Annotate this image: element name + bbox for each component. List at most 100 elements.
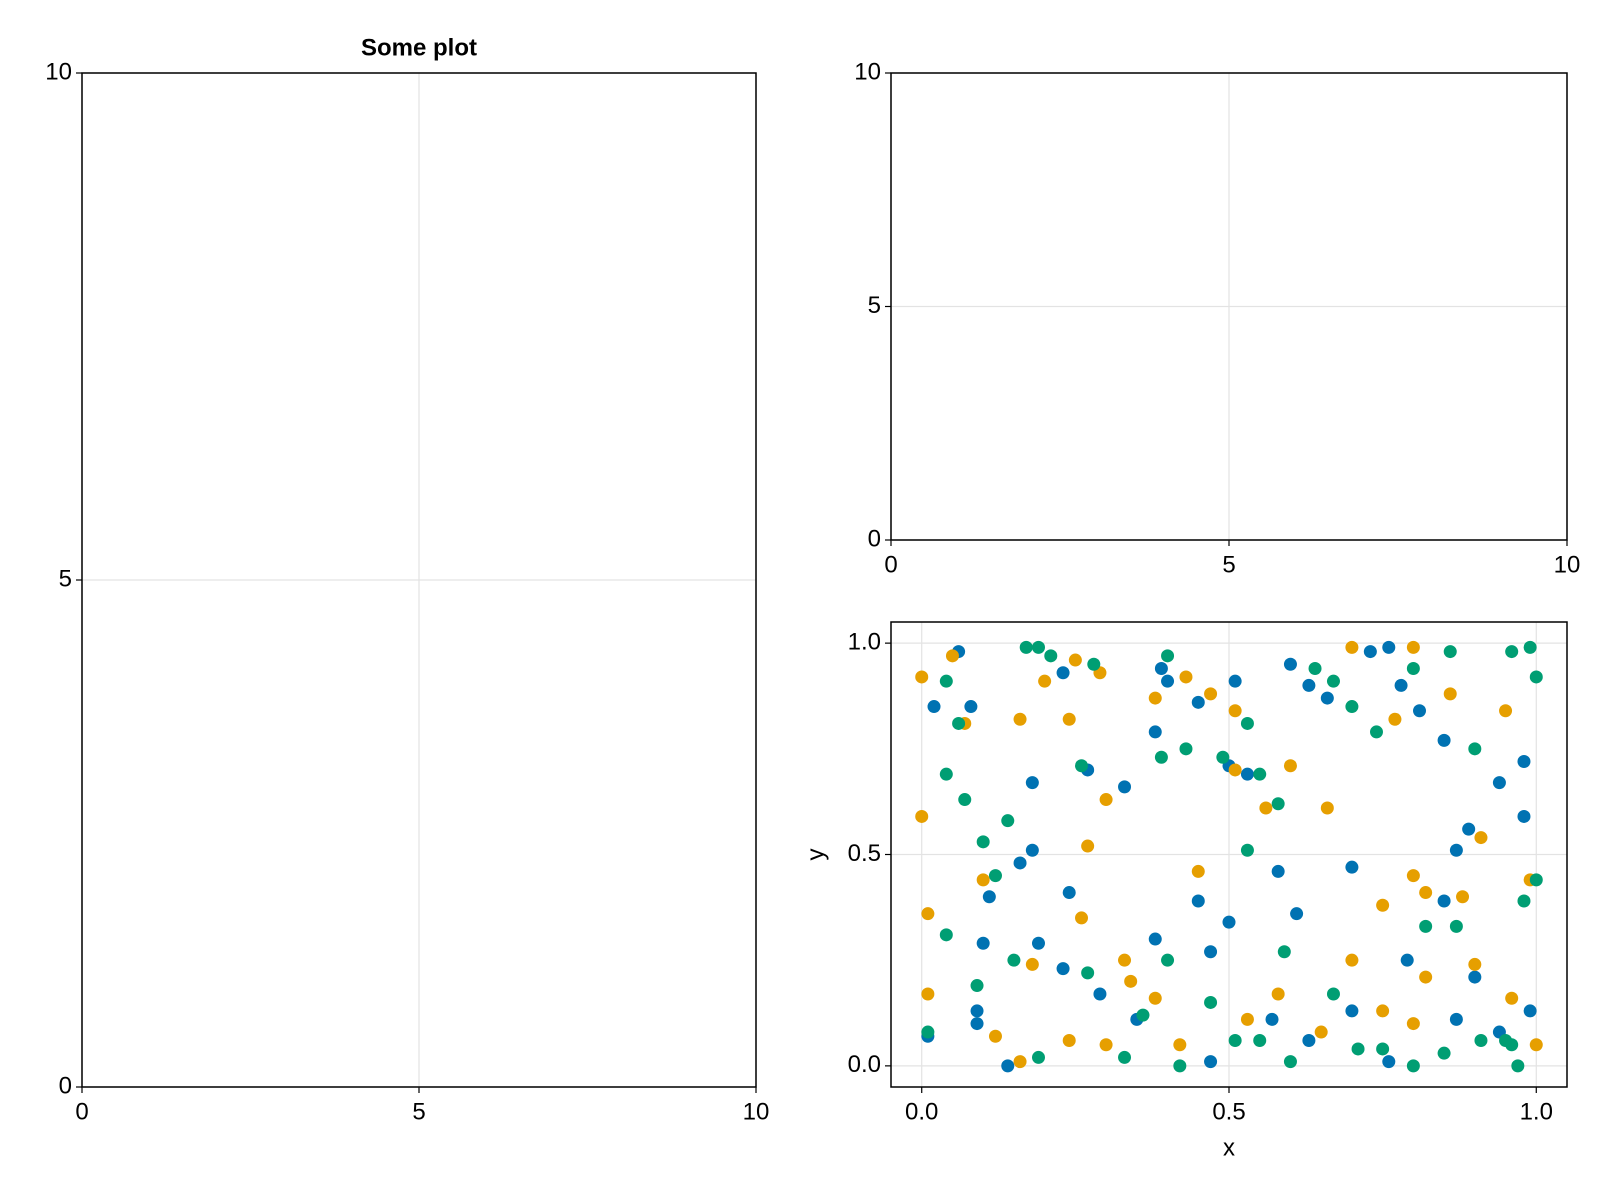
scatter-point <box>1136 1008 1150 1022</box>
scatter-point <box>1179 742 1193 756</box>
y-axis-label: y <box>802 849 829 861</box>
scatter-point <box>1517 894 1531 908</box>
scatter-point <box>1007 953 1021 967</box>
scatter-point <box>1228 763 1242 777</box>
x-tick-label: 10 <box>743 1098 770 1125</box>
scatter-point <box>1099 1038 1113 1052</box>
scatter-point <box>1474 831 1488 845</box>
scatter-point <box>1204 995 1218 1009</box>
scatter-point <box>976 936 990 950</box>
scatter-point <box>1302 1034 1316 1047</box>
axis-frame <box>890 621 1568 1088</box>
scatter-point <box>1449 919 1463 933</box>
scatter-point <box>921 1025 935 1039</box>
scatter-point <box>1406 640 1420 654</box>
x-tick-label: 0.0 <box>905 1098 938 1125</box>
scatter-point <box>1468 957 1482 971</box>
scatter-point <box>970 979 984 993</box>
x-axis-label: x <box>1223 1134 1235 1161</box>
scatter-point <box>1031 640 1045 654</box>
scatter-point <box>1468 742 1482 756</box>
scatter-point <box>1505 991 1519 1005</box>
y-tick-label: 10 <box>854 58 881 85</box>
scatter-point <box>982 890 996 904</box>
scatter-point <box>1265 1012 1279 1026</box>
y-tick-label: 5 <box>59 565 72 592</box>
scatter-point <box>964 700 978 714</box>
scatter-point <box>1443 687 1457 701</box>
scatter-point <box>1382 640 1396 654</box>
scatter-point <box>1437 894 1451 908</box>
scatter-point <box>1369 725 1383 739</box>
scatter-point <box>1302 678 1316 692</box>
scatter-point <box>921 907 935 921</box>
scatter-point <box>1173 1038 1187 1052</box>
scatter-point <box>952 716 966 730</box>
axis-frame <box>81 72 757 1088</box>
scatter-point <box>1400 953 1414 967</box>
scatter-point <box>1271 864 1285 878</box>
scatter-point <box>939 674 953 688</box>
scatter-point <box>1419 886 1433 900</box>
scatter-point <box>1529 1038 1543 1052</box>
scatter-point <box>1025 843 1039 857</box>
scatter-point <box>1154 750 1168 764</box>
scatter-point <box>1529 873 1543 887</box>
scatter-point <box>1271 987 1285 1001</box>
x-tick-label: 5 <box>1222 551 1235 578</box>
scatter-point <box>1449 1012 1463 1026</box>
x-tick-label: 0 <box>884 551 897 578</box>
scatter-point <box>1456 890 1470 904</box>
scatter-point <box>1259 801 1273 815</box>
scatter-point <box>1523 640 1537 654</box>
scatter-point <box>1419 970 1433 984</box>
scatter-point <box>1345 700 1359 714</box>
x-tick-label: 1.0 <box>1520 1098 1553 1125</box>
scatter-point <box>1314 1025 1328 1039</box>
scatter-point <box>1118 780 1132 794</box>
scatter-point <box>1001 814 1015 828</box>
scatter-point <box>1087 657 1101 671</box>
x-tick-label: 0.5 <box>1212 1098 1245 1125</box>
scatter-point <box>1161 953 1175 967</box>
scatter-point <box>1031 1050 1045 1064</box>
scatter-point <box>1013 1055 1027 1069</box>
scatter-point <box>1474 1034 1488 1047</box>
scatter-point <box>1056 666 1070 680</box>
scatter-point <box>1019 640 1033 654</box>
scatter-point <box>939 928 953 942</box>
scatter-point <box>1148 932 1162 946</box>
y-tick-label: 0 <box>59 1072 72 1099</box>
scatter-point <box>1240 1012 1254 1026</box>
scatter-point <box>915 670 929 684</box>
scatter-point <box>1462 822 1476 836</box>
scatter-point <box>1413 704 1427 718</box>
scatter-point <box>1320 801 1334 815</box>
scatter-point <box>1240 716 1254 730</box>
y-tick-label: 10 <box>45 58 72 85</box>
scatter-point <box>1154 662 1168 675</box>
scatter-point <box>1345 640 1359 654</box>
x-tick-label: 0 <box>75 1098 88 1125</box>
scatter-point <box>1204 687 1218 701</box>
scatter-point <box>1517 755 1531 768</box>
scatter-point <box>1283 759 1297 773</box>
scatter-point <box>1253 767 1267 781</box>
scatter-point <box>1240 843 1254 857</box>
chart-title: Some plot <box>361 34 477 61</box>
scatter-point <box>1179 670 1193 684</box>
scatter-point <box>1001 1059 1015 1073</box>
scatter-point <box>988 1029 1002 1043</box>
scatter-point <box>1529 670 1543 684</box>
scatter-point <box>1345 1004 1359 1018</box>
scatter-point <box>1406 1017 1420 1031</box>
scatter-point <box>1124 974 1138 988</box>
scatter-point <box>970 1004 984 1018</box>
scatter-point <box>1075 759 1089 773</box>
scatter-point <box>1406 662 1420 675</box>
scatter-point <box>1191 894 1205 908</box>
scatter-point <box>1013 856 1027 870</box>
scatter-point <box>1062 712 1076 726</box>
x-tick-label: 5 <box>412 1098 425 1125</box>
